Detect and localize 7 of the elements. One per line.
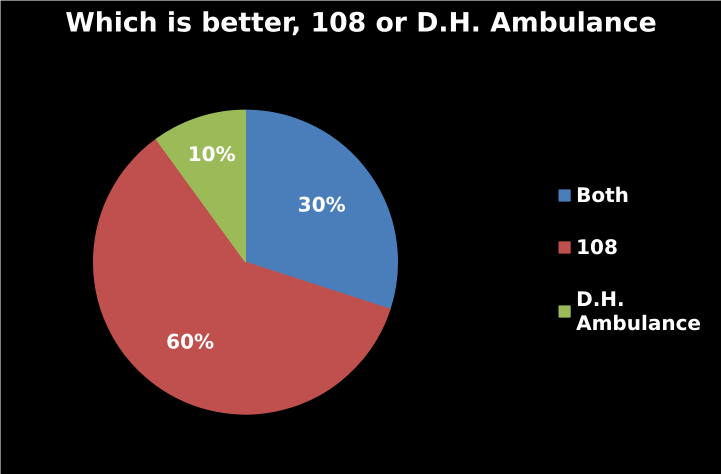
data-label: 60% (166, 329, 214, 354)
legend-label: D.H. Ambulance (576, 286, 701, 334)
data-label: 10% (188, 142, 236, 166)
legend-label: 108 (576, 234, 618, 258)
legend-label: Both (576, 182, 629, 206)
chart-title: Which is better, 108 or D.H. Ambulance (65, 8, 657, 38)
data-label: 30% (298, 192, 346, 216)
